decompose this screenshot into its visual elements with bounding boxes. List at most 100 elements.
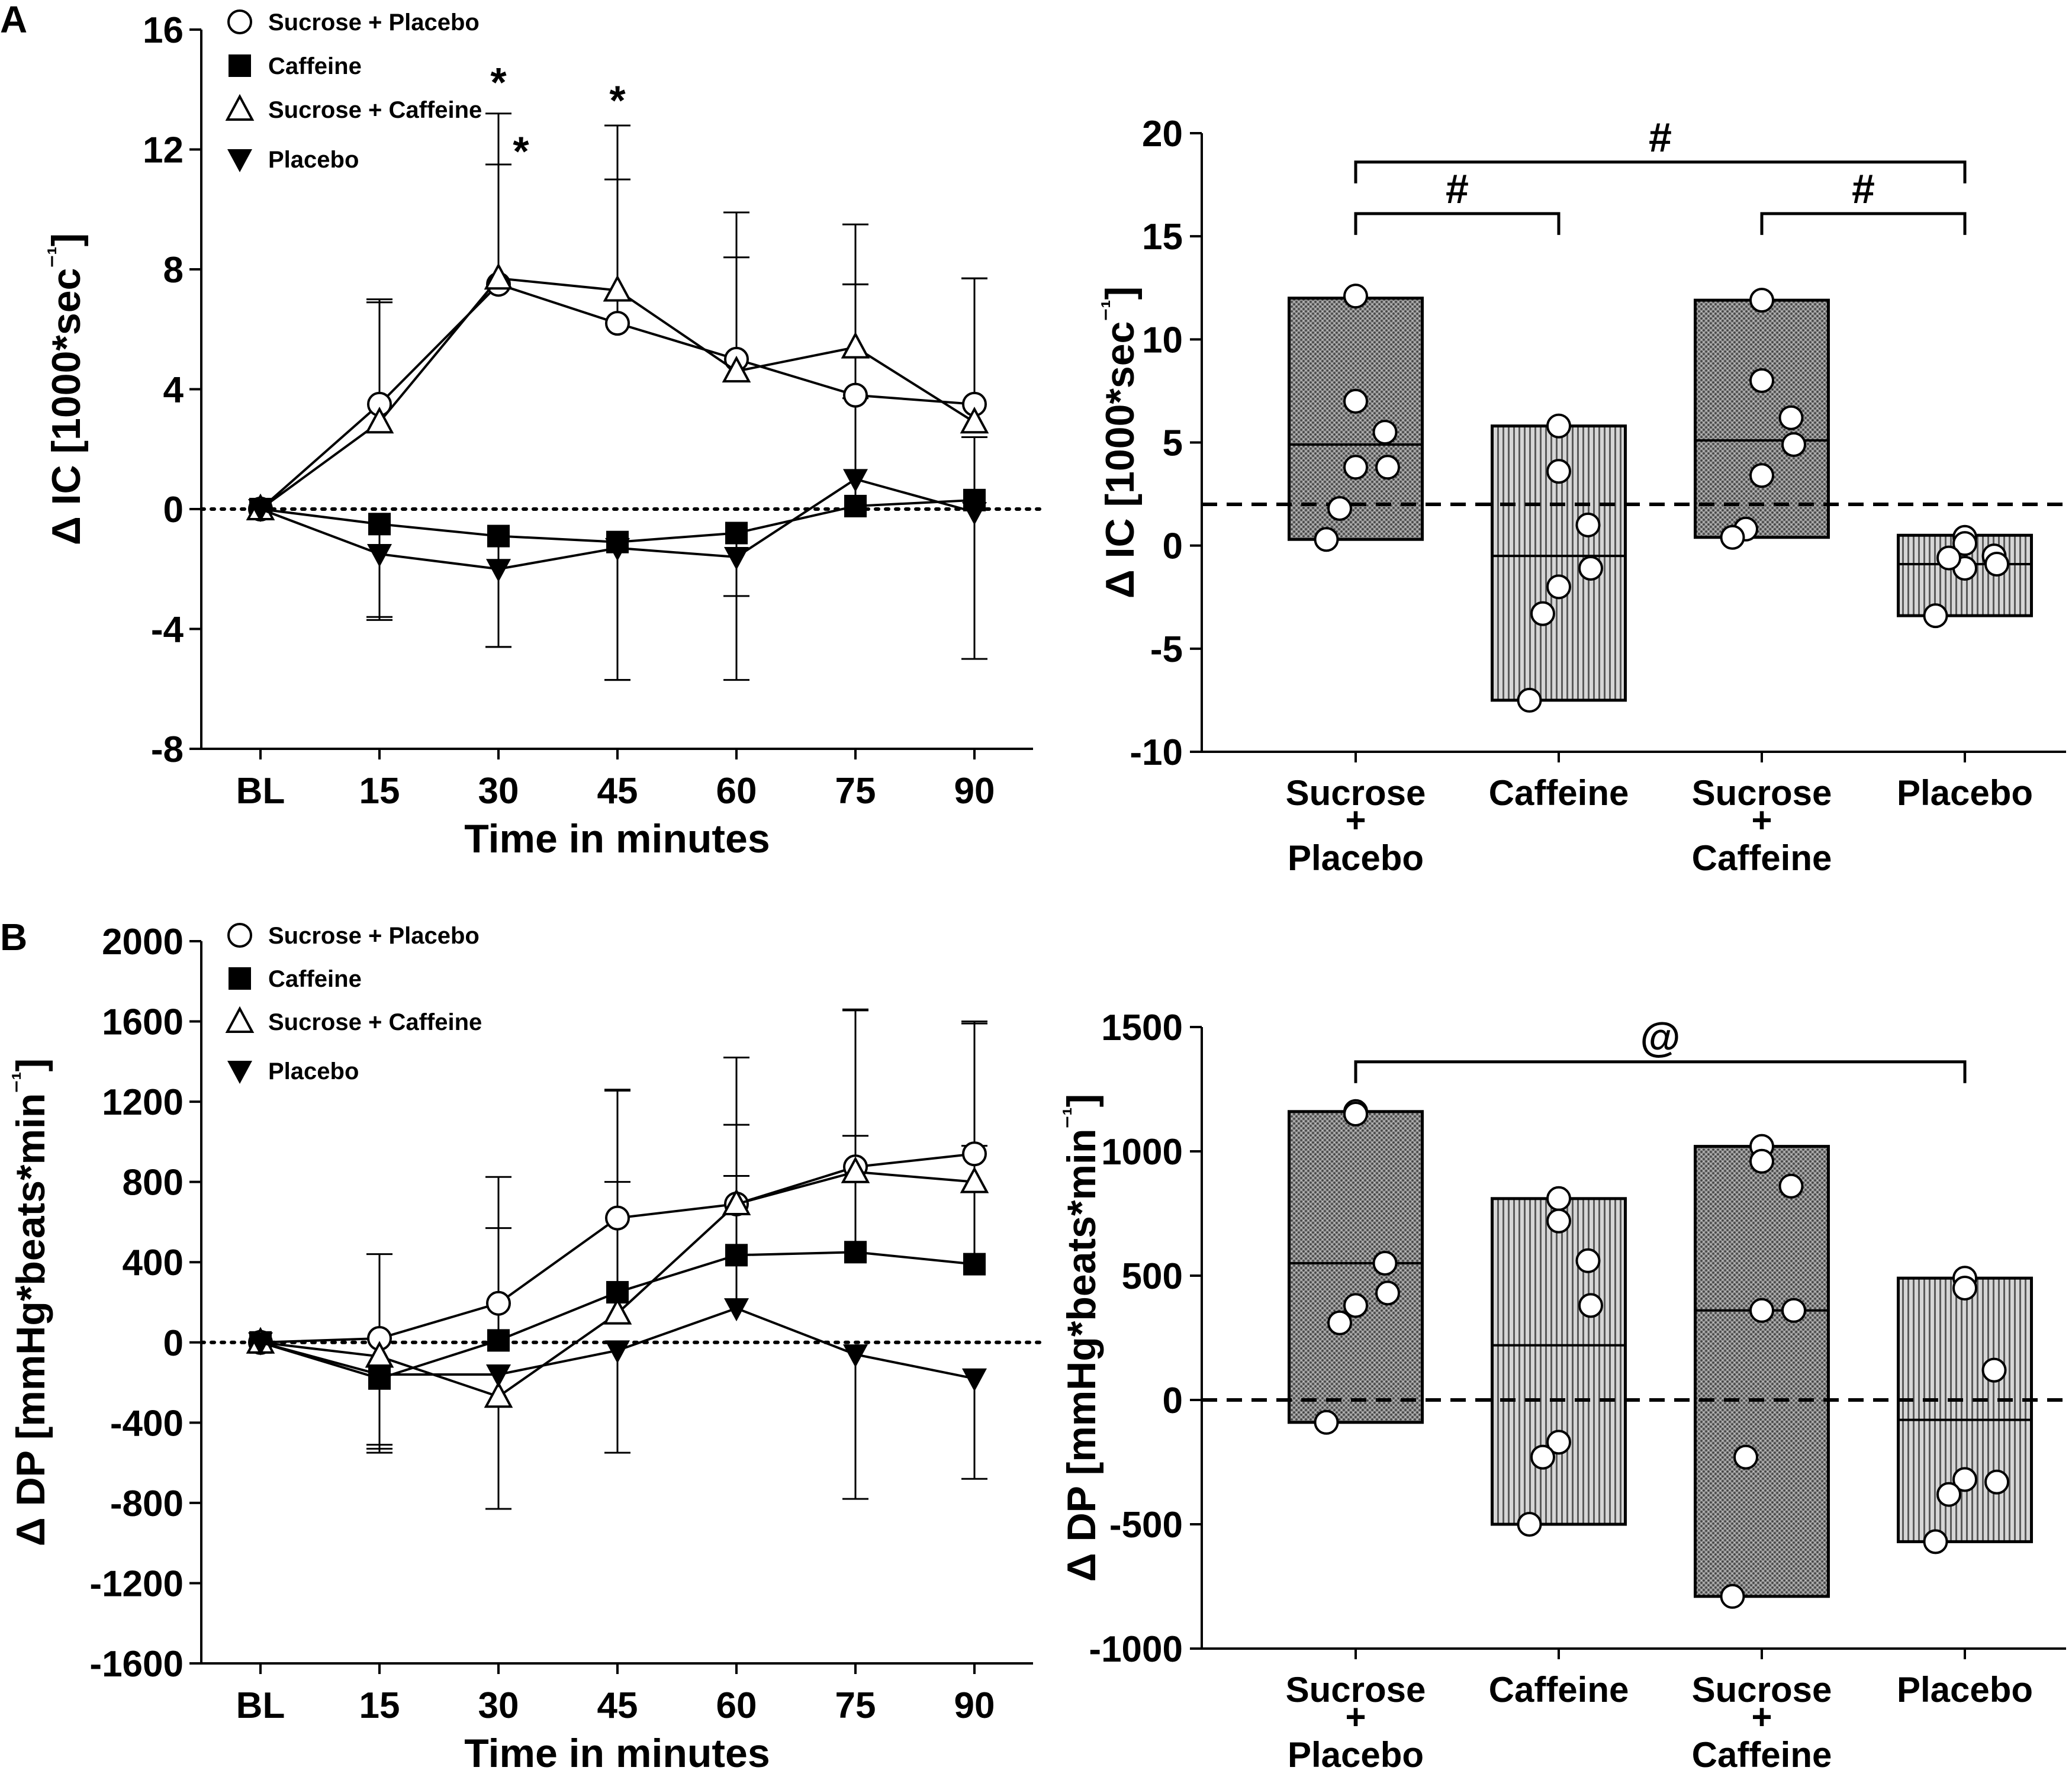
significance-star: * xyxy=(513,128,529,174)
data-point xyxy=(248,499,273,522)
x-tick-label: 75 xyxy=(835,1685,876,1726)
data-point xyxy=(1575,512,1601,537)
range-bar xyxy=(1491,1197,1627,1526)
series-sucrose-placebo-errors xyxy=(366,163,987,404)
data-point xyxy=(248,1332,273,1356)
bracket-label: # xyxy=(1649,114,1672,160)
legend-marker xyxy=(225,1006,255,1033)
y-axis-title: Δ IC [1000*sec⁻¹] xyxy=(1096,287,1143,598)
legend-label: Placebo xyxy=(268,1058,359,1084)
category-label: Caffeine xyxy=(1489,1670,1629,1710)
category-label: Placebo xyxy=(1897,773,2033,813)
data-point xyxy=(484,1381,513,1408)
legend-marker xyxy=(225,94,255,121)
data-point xyxy=(1343,388,1368,414)
data-point xyxy=(1546,413,1571,439)
data-point xyxy=(1733,1444,1758,1470)
category-label: Sucrose xyxy=(1692,773,1832,813)
y-tick-label: -1200 xyxy=(89,1563,184,1604)
bracket-label: # xyxy=(1852,166,1875,212)
category-label: + xyxy=(1751,800,1772,840)
data-point xyxy=(487,1329,510,1352)
legend-item-sucrose-placebo: Sucrose + Placebo xyxy=(227,9,480,36)
data-point xyxy=(365,406,394,434)
significance-star: * xyxy=(490,59,507,105)
y-tick-label: 400 xyxy=(123,1243,184,1283)
range-bar xyxy=(1288,1110,1424,1424)
points-caffeine xyxy=(1517,1186,1603,1537)
data-point xyxy=(1749,368,1774,393)
data-point xyxy=(486,559,511,582)
bracket-line xyxy=(1354,212,1561,235)
y-tick-label: 12 xyxy=(143,130,184,171)
data-point xyxy=(1781,432,1806,457)
legend-label: Sucrose + Caffeine xyxy=(268,97,482,123)
data-point xyxy=(1327,495,1352,521)
series-placebo xyxy=(248,1298,987,1392)
data-point xyxy=(843,1344,868,1368)
data-point xyxy=(844,494,867,517)
data-point xyxy=(1749,288,1774,313)
legend-marker xyxy=(227,149,252,172)
series-placebo xyxy=(248,469,987,582)
y-tick-label: 0 xyxy=(163,490,184,530)
category-label: + xyxy=(1751,1697,1772,1737)
data-point xyxy=(1578,1293,1603,1318)
legend-item-sucrose-caffeine: Sucrose + Caffeine xyxy=(225,1006,482,1035)
bar-group-caffeine xyxy=(1491,424,1627,702)
y-tick-label: 1000 xyxy=(1101,1132,1183,1173)
y-tick-label: 2000 xyxy=(102,922,184,963)
x-tick-label: 15 xyxy=(359,1685,400,1726)
data-point xyxy=(1749,463,1774,488)
legend-label: Sucrose + Caffeine xyxy=(268,1009,482,1035)
bar-group-sucrose-caffeine xyxy=(1694,298,1830,539)
category-label: Caffeine xyxy=(1489,773,1629,813)
data-point xyxy=(1546,1208,1571,1234)
data-point xyxy=(1575,1248,1601,1273)
bar-group-sucrose-placebo xyxy=(1288,1110,1424,1424)
x-tick-label: BL xyxy=(236,1685,285,1726)
legend-label: Caffeine xyxy=(268,966,362,992)
significance-bracket: # xyxy=(1760,166,1967,235)
data-point xyxy=(605,1205,630,1231)
data-point xyxy=(1578,555,1603,581)
y-tick-label: -5 xyxy=(1150,629,1183,670)
data-point xyxy=(962,502,987,526)
y-tick-label: 500 xyxy=(1122,1256,1183,1297)
data-point xyxy=(1546,1186,1571,1211)
y-tick-label: -8 xyxy=(151,729,184,770)
points-sucrose-placebo xyxy=(1314,284,1400,552)
data-point xyxy=(1923,603,1948,629)
series-caffeine-errors xyxy=(366,1124,987,1450)
category-label: Caffeine xyxy=(1692,838,1832,878)
x-axis-title: Time in minutes xyxy=(464,816,770,861)
y-tick-label: 0 xyxy=(1163,526,1183,567)
bracket-label: # xyxy=(1446,166,1469,212)
y-tick-label: -4 xyxy=(151,610,184,651)
data-point xyxy=(1530,601,1555,626)
significance-bracket: # xyxy=(1354,166,1561,235)
data-point xyxy=(1778,405,1804,430)
range-bar xyxy=(1288,297,1424,541)
data-point xyxy=(1546,1430,1571,1455)
data-point xyxy=(843,382,868,408)
series-caffeine-errors xyxy=(366,397,987,681)
data-point xyxy=(603,1298,632,1325)
series-placebo-errors xyxy=(366,283,987,681)
points-sucrose-caffeine xyxy=(1720,288,1806,550)
data-point xyxy=(1314,527,1339,552)
bar-group-sucrose-caffeine xyxy=(1694,1145,1830,1598)
legend-marker xyxy=(229,967,251,990)
y-tick-label: 10 xyxy=(1142,320,1183,360)
data-point xyxy=(962,1141,987,1167)
data-point xyxy=(1517,687,1542,713)
category-label: + xyxy=(1345,800,1366,840)
significance-bracket: @ xyxy=(1354,1014,1967,1083)
x-tick-label: 45 xyxy=(597,771,638,812)
y-tick-label: 1500 xyxy=(1101,1008,1183,1048)
category-label: Caffeine xyxy=(1692,1735,1832,1775)
data-point xyxy=(603,275,632,302)
legend-item-sucrose-placebo: Sucrose + Placebo xyxy=(227,923,480,949)
y-tick-label: -800 xyxy=(110,1483,184,1524)
range-bar xyxy=(1491,424,1627,702)
